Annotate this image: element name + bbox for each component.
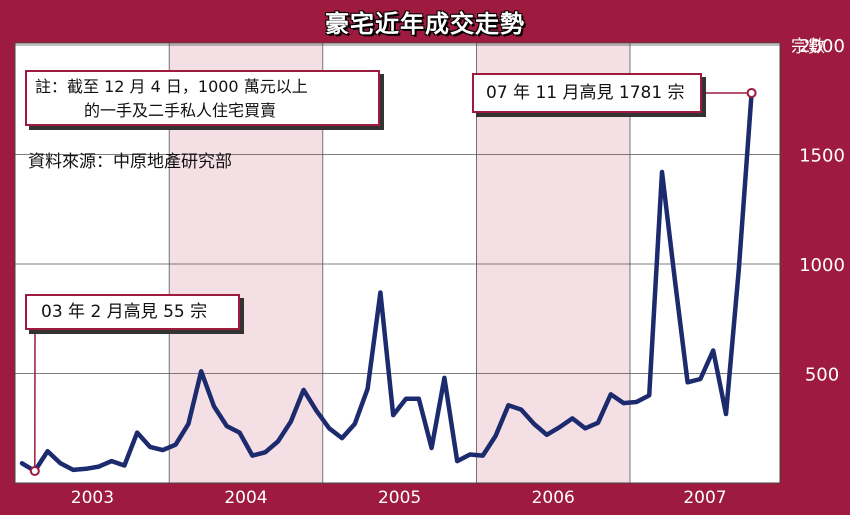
source-label: 資料來源：中原地產研究部: [28, 152, 232, 172]
series-polyline: [19, 90, 754, 474]
annotation-leaders: [34, 92, 752, 471]
annotation-low: 03 年 2 月高見 55 宗: [25, 294, 240, 330]
y-tick-label-2000: 2000: [799, 36, 845, 57]
y-tick-labels: 500 1000 1500 2000: [799, 36, 845, 386]
x-tick-label-2004: 2004: [224, 488, 267, 508]
x-tick-label-2007: 2007: [683, 488, 726, 508]
x-tick-label-2003: 2003: [71, 488, 114, 508]
y-axis-unit-label: 宗數: [791, 37, 825, 57]
note-box: 註：截至 12 月 4 日，1000 萬元以上 的一手及二手私人住宅買賣: [25, 70, 380, 126]
note-line-1: 註：截至 12 月 4 日，1000 萬元以上: [35, 77, 308, 96]
x-tick-labels: 2003 2004 2005 2006 2007: [71, 488, 727, 508]
point-high: [746, 87, 757, 98]
series-line: [19, 90, 754, 474]
x-tick-label-2005: 2005: [378, 488, 421, 508]
data-points: [29, 87, 757, 476]
point-low: [29, 465, 40, 476]
chart-title: 豪宅近年成交走勢: [325, 10, 525, 38]
annotation-high: 07 年 11 月高見 1781 宗: [472, 73, 702, 113]
note-line-2: 的一手及二手私人住宅買賣: [84, 101, 277, 120]
plot-border: [14, 42, 781, 484]
y-tick-label-1000: 1000: [799, 255, 845, 276]
y-tick-label-1500: 1500: [799, 146, 845, 167]
y-tick-label-500: 500: [805, 365, 839, 386]
x-tick-label-2006: 2006: [532, 488, 575, 508]
